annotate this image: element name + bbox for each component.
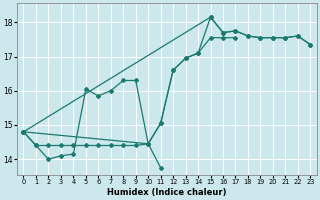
X-axis label: Humidex (Indice chaleur): Humidex (Indice chaleur) xyxy=(107,188,227,197)
